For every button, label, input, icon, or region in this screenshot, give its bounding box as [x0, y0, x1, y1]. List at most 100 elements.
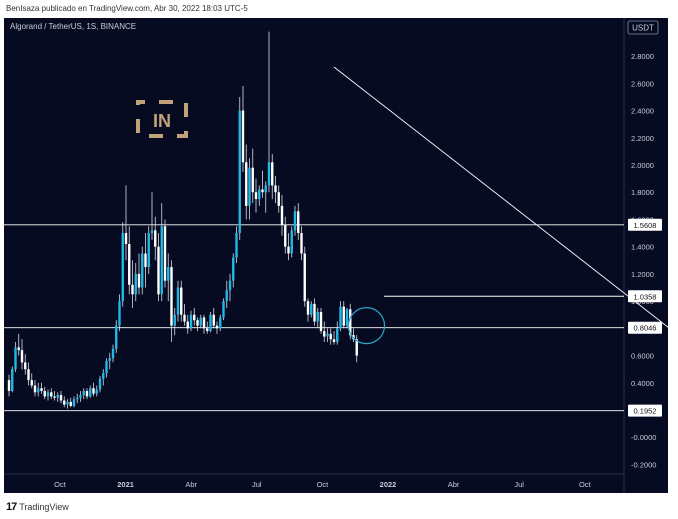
price-badges: 1.5608 1.0358 0.8046 0.1952: [628, 218, 662, 417]
candle-body: [248, 167, 251, 206]
candle-body: [82, 390, 85, 396]
candle-body: [245, 162, 248, 206]
candle-body: [154, 230, 157, 247]
footer: 17 TradingView: [6, 499, 69, 515]
candle-body: [59, 395, 63, 401]
candle-body: [264, 185, 267, 193]
level-badge-label: 1.0358: [634, 292, 657, 301]
candle-body: [134, 273, 137, 295]
level-badge: [628, 321, 662, 334]
candle-body: [163, 226, 167, 281]
candle-body: [53, 396, 56, 398]
time-tick-label: Oct: [579, 480, 592, 489]
candle-body: [69, 401, 72, 406]
price-tick-label: -0.0000: [631, 433, 656, 442]
candle-body: [280, 205, 284, 225]
candle-body: [11, 369, 14, 391]
candle-body: [102, 373, 105, 379]
candle-body: [144, 253, 147, 268]
price-tick-label: 0.6000: [631, 352, 654, 361]
candle-body: [37, 388, 40, 393]
price-tick-label: 0.4000: [631, 379, 654, 388]
candle-body: [98, 378, 102, 390]
time-tick-label: Oct: [54, 480, 67, 489]
price-tick-label: -0.2000: [631, 460, 656, 469]
candle-body: [355, 339, 358, 356]
candle-body: [228, 280, 232, 291]
level-badge-label: 0.1952: [634, 407, 657, 416]
candle-body: [30, 380, 33, 386]
candle-body: [323, 331, 326, 337]
candle-body: [24, 362, 27, 370]
level-badge: [628, 218, 662, 231]
price-tick-label: 2.2000: [631, 134, 654, 143]
candle-body: [189, 314, 193, 329]
chart-frame[interactable]: IN 3.00002.80002.60002.40002.20002.00001…: [4, 18, 678, 493]
time-tick-label: Abr: [448, 480, 460, 489]
candle-body: [56, 395, 59, 398]
candle-body: [232, 257, 235, 281]
candle-body: [92, 388, 95, 394]
candle-body: [206, 328, 209, 332]
candle-body: [33, 385, 37, 393]
candle-body: [183, 314, 186, 322]
candle-body: [7, 380, 11, 391]
candle-body: [115, 325, 118, 349]
candle-body: [313, 303, 316, 322]
candle-body: [147, 233, 150, 268]
candle-body: [170, 267, 173, 326]
level-badge-label: 1.5608: [634, 221, 657, 230]
chart-caption: BenIsaza publicado en TradingView.com, A…: [6, 4, 248, 13]
candle-body: [118, 301, 121, 326]
candle-body: [85, 390, 89, 397]
candle-body: [121, 233, 124, 302]
highlight-circle: [347, 307, 386, 345]
candle-body: [290, 230, 293, 254]
candle-body: [329, 333, 332, 340]
candle-body: [111, 348, 115, 359]
candle-body: [258, 189, 261, 200]
price-tick-label: 1.4000: [631, 243, 654, 252]
candles: [7, 31, 358, 409]
candle-body: [72, 399, 76, 406]
candle-body: [261, 189, 264, 193]
candle-body: [219, 317, 222, 329]
price-tick-label: 2.6000: [631, 79, 654, 88]
candle-body: [332, 339, 336, 342]
price-tick-label: 1.2000: [631, 270, 654, 279]
currency-badge: [627, 20, 659, 35]
candle-body: [46, 392, 50, 397]
candle-body: [14, 347, 17, 370]
candle-body: [235, 233, 238, 258]
candle-body: [222, 301, 225, 318]
candle-body: [66, 401, 69, 405]
symbol-label: Algorand / TetherUS, 1S, BINANCE: [10, 22, 137, 31]
candle-body: [306, 301, 310, 315]
currency-badge-label: USDT: [632, 24, 654, 33]
time-tick-label: Oct: [317, 480, 330, 489]
trendline: [333, 66, 678, 336]
price-tick-label: 2.0000: [631, 161, 654, 170]
candle-body: [150, 230, 154, 234]
candle-body: [27, 369, 30, 381]
candle-body: [137, 273, 141, 288]
price-chart[interactable]: IN 3.00002.80002.60002.40002.20002.00001…: [4, 18, 678, 493]
time-axis: Oct 2021 Abr Jul Oct 2022 Abr Jul Oct: [54, 480, 591, 489]
beincrypto-logo-icon: IN: [136, 100, 188, 138]
candle-body: [238, 110, 241, 234]
candle-body: [303, 253, 306, 302]
level-badge: [628, 404, 662, 417]
price-axis: 3.00002.80002.60002.40002.20002.00001.80…: [627, 20, 659, 469]
candle-body: [128, 243, 131, 285]
horizontal-levels: [4, 224, 624, 412]
candle-body: [40, 388, 43, 391]
footer-brand: TradingView: [19, 502, 69, 512]
candle-body: [241, 110, 245, 163]
candle-body: [167, 267, 170, 281]
price-tick-label: 2.8000: [631, 52, 654, 61]
time-tick-label: Abr: [185, 480, 197, 489]
level-badge-label: 0.8046: [634, 324, 657, 333]
candle-body: [339, 306, 342, 329]
candle-body: [293, 211, 297, 231]
candle-body: [160, 226, 163, 295]
